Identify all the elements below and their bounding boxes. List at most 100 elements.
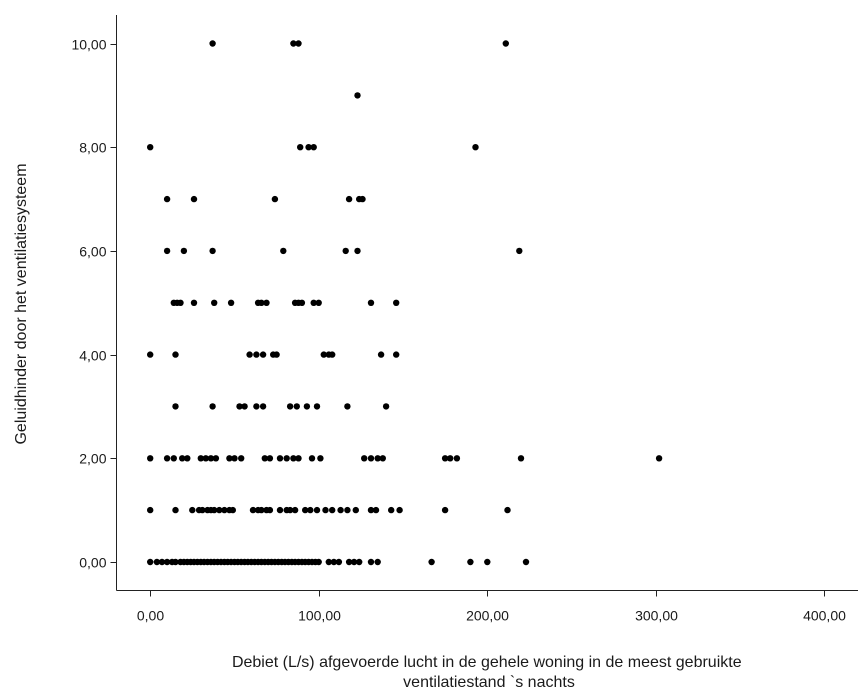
data-point [231, 455, 238, 462]
data-point [302, 506, 309, 514]
data-point [354, 247, 361, 255]
data-point [453, 455, 461, 462]
data-point [342, 247, 349, 255]
data-point [197, 455, 204, 462]
data-point [310, 144, 317, 151]
data-point [388, 506, 395, 514]
data-point [147, 558, 154, 566]
data-point [180, 247, 188, 255]
data-point [374, 455, 381, 462]
data-point [170, 455, 177, 462]
data-point [344, 506, 351, 514]
data-point [246, 351, 253, 358]
x-tick-label: 200,00 [466, 608, 509, 624]
data-point [207, 455, 215, 462]
data-point [325, 558, 332, 566]
data-point [273, 351, 280, 358]
data-point [393, 351, 400, 358]
data-point [291, 506, 299, 514]
data-point [172, 403, 179, 410]
data-point [266, 455, 274, 462]
data-point [335, 558, 343, 566]
y-tick-label: 0,00 [79, 555, 106, 571]
data-point [502, 40, 509, 47]
x-axis-ticks: 0,00 100,00 200,00 300,00 400,00 [137, 590, 846, 624]
data-point [261, 455, 268, 462]
data-point [209, 403, 216, 410]
data-point [259, 351, 267, 358]
data-point [286, 506, 294, 514]
data-point [241, 403, 248, 410]
data-point [286, 403, 294, 410]
plot-frame [116, 15, 858, 591]
data-point [344, 403, 351, 410]
data-point [179, 455, 186, 462]
data-point [199, 506, 206, 514]
data-point [504, 506, 511, 514]
x-axis-title-line-1: Debiet (L/s) afgevoerde lucht in de gehe… [232, 654, 742, 671]
data-point [297, 144, 304, 151]
data-point [147, 506, 154, 514]
data-point [172, 506, 179, 514]
data-point [172, 351, 179, 358]
data-point [396, 506, 403, 514]
data-point [382, 403, 390, 410]
data-point [229, 506, 236, 514]
data-point [447, 455, 454, 462]
data-point [517, 455, 525, 462]
data-point [202, 455, 209, 462]
data-point [189, 506, 196, 514]
data-point [367, 506, 375, 514]
data-point [367, 455, 375, 462]
data-point [190, 299, 198, 306]
data-point [163, 247, 171, 255]
data-point [280, 247, 287, 255]
data-point [212, 455, 220, 462]
data-point [374, 558, 381, 566]
data-point [377, 351, 385, 358]
data-point [337, 506, 344, 514]
data-point [310, 299, 317, 306]
x-axis-title-line-2: ventilatiestand `s nachts [403, 674, 575, 691]
x-tick-label: 300,00 [635, 608, 678, 624]
data-point [313, 506, 321, 514]
data-point [163, 195, 171, 203]
data-point [345, 558, 353, 566]
y-tick-label: 4,00 [79, 348, 106, 364]
data-point [298, 299, 306, 306]
data-point [317, 455, 324, 462]
data-point [271, 195, 279, 203]
data-point [290, 455, 297, 462]
y-tick-label: 10,00 [71, 37, 106, 53]
data-point [227, 299, 235, 306]
y-tick-label: 8,00 [79, 140, 106, 156]
data-point [655, 455, 663, 462]
data-point [295, 455, 302, 462]
data-point [441, 455, 449, 462]
data-point [393, 299, 400, 306]
data-point [516, 247, 523, 255]
data-point [307, 506, 314, 514]
data-point [259, 403, 267, 410]
data-point [329, 506, 336, 514]
data-point [283, 455, 290, 462]
y-axis-title: Geluidhinder door het ventilatiesysteem [13, 163, 30, 444]
data-point [467, 558, 474, 566]
data-point [190, 195, 198, 203]
data-point [147, 144, 154, 151]
y-axis-ticks: 0,00 2,00 4,00 6,00 8,00 10,00 [71, 37, 117, 571]
data-point [367, 558, 375, 566]
data-point [211, 299, 218, 306]
data-point [441, 506, 449, 514]
data-point [153, 558, 161, 566]
data-point [216, 506, 223, 514]
data-point [308, 455, 316, 462]
y-tick-label: 2,00 [79, 451, 106, 467]
data-point [372, 506, 380, 514]
data-point [303, 403, 311, 410]
data-point [276, 506, 284, 514]
data-point [345, 195, 353, 203]
data-point [177, 299, 184, 306]
data-point [211, 506, 218, 514]
